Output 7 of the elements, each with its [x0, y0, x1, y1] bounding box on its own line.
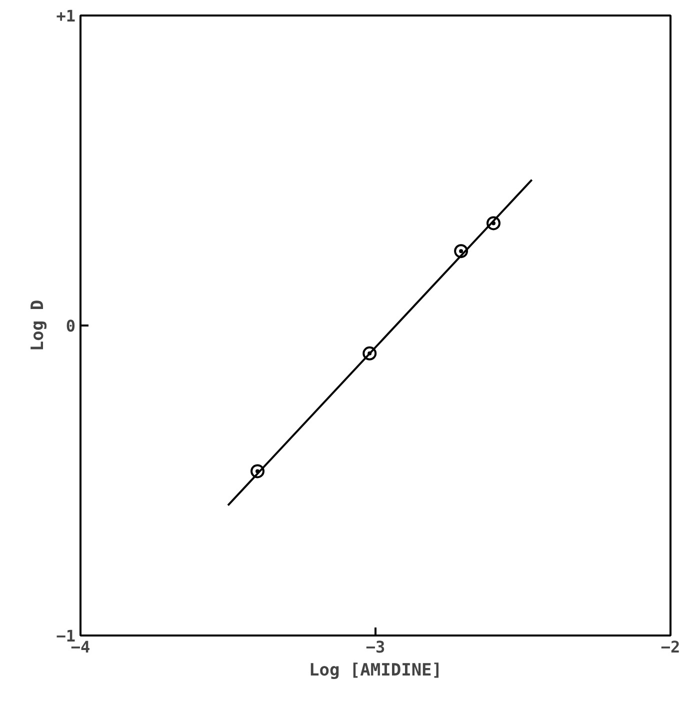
- y-axis-title: Log D: [28, 300, 48, 352]
- x-axis-title: Log [AMIDINE]: [308, 660, 442, 680]
- x-tick-label: −2: [660, 638, 680, 656]
- y-tick-label: +1: [56, 6, 76, 26]
- y-tick-label: 0: [66, 316, 76, 336]
- y-tick-label: −1: [56, 626, 76, 646]
- x-tick-label: −3: [366, 638, 386, 656]
